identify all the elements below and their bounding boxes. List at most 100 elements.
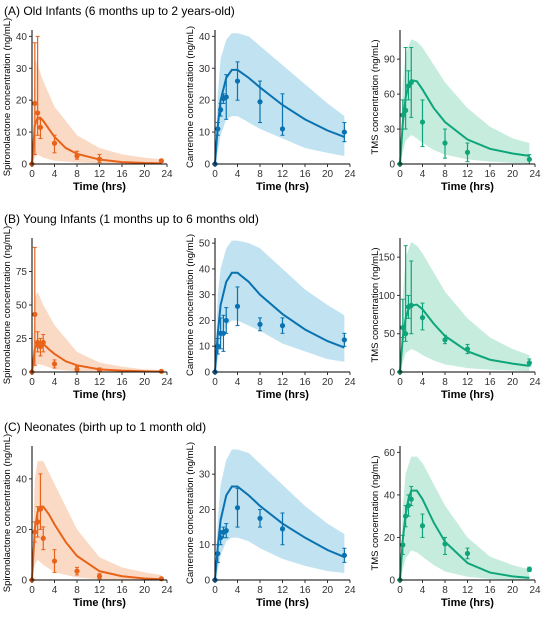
data-point bbox=[234, 303, 241, 309]
y-tick-label: 10 bbox=[16, 128, 28, 139]
x-axis-title: Time (hrs) bbox=[256, 597, 309, 609]
x-tick-label: 8 bbox=[257, 377, 263, 388]
x-tick-label: 16 bbox=[299, 169, 311, 180]
data-point bbox=[223, 317, 229, 324]
x-tick-label: 0 bbox=[397, 585, 403, 596]
data-point bbox=[37, 343, 44, 350]
data-point bbox=[257, 321, 263, 327]
y-tick-label: 0 bbox=[389, 368, 395, 379]
data-point bbox=[51, 140, 58, 146]
y-tick-label: 10 bbox=[199, 342, 211, 353]
x-axis-title: Time (hrs) bbox=[73, 181, 126, 193]
data-point bbox=[51, 558, 58, 564]
data-point bbox=[223, 94, 229, 100]
panel-4: 0 4 8 12 16 20 24 0 10 20 30 40 50 Time (hrs) Canrenon… bbox=[185, 234, 356, 401]
x-tick-label: 20 bbox=[507, 377, 519, 388]
x-tick-label: 20 bbox=[507, 169, 519, 180]
panel-3: 0 4 8 12 16 20 24 0 25 50 75 Time (hrs) Spironolacto… bbox=[2, 226, 173, 401]
data-point bbox=[442, 140, 448, 146]
x-tick-label: 12 bbox=[94, 377, 106, 388]
data-point bbox=[158, 158, 164, 164]
y-tick-label: 40 bbox=[384, 490, 396, 501]
x-tick-label: 4 bbox=[235, 585, 241, 596]
y-tick-label: 20 bbox=[16, 96, 28, 107]
data-point bbox=[257, 99, 263, 105]
x-tick-label: 24 bbox=[529, 585, 541, 596]
data-point bbox=[419, 523, 426, 529]
x-axis-title: Time (hrs) bbox=[441, 597, 494, 609]
x-tick-label: 16 bbox=[299, 585, 311, 596]
x-tick-label: 0 bbox=[212, 169, 218, 180]
y-axis-title: Spironolactone concentration (ng/mL) bbox=[2, 18, 13, 176]
x-tick-label: 0 bbox=[212, 377, 218, 388]
x-tick-label: 0 bbox=[29, 169, 35, 180]
y-axis-title: Spironolactone concentration (ng/mL) bbox=[2, 226, 13, 384]
data-point bbox=[32, 100, 38, 106]
data-point bbox=[51, 361, 58, 367]
y-axis-title: TMS concentration (ng/mL) bbox=[370, 247, 381, 362]
data-point bbox=[400, 542, 406, 548]
data-point bbox=[526, 156, 532, 162]
y-tick-label: 40 bbox=[16, 474, 28, 485]
y-tick-label: 25 bbox=[16, 334, 28, 345]
y-tick-label: 60 bbox=[384, 90, 396, 101]
y-tick-label: 40 bbox=[199, 264, 211, 275]
data-point bbox=[341, 129, 347, 135]
prediction-band bbox=[32, 291, 162, 372]
prediction-band bbox=[32, 461, 162, 580]
x-tick-label: 8 bbox=[257, 169, 263, 180]
data-point bbox=[218, 107, 224, 113]
model-line bbox=[214, 485, 345, 581]
data-point bbox=[442, 541, 448, 547]
y-tick-label: 40 bbox=[199, 32, 211, 43]
data-point bbox=[403, 107, 409, 113]
prediction-band bbox=[215, 240, 345, 372]
y-tick-label: 30 bbox=[199, 64, 211, 75]
x-axis-title: Time (hrs) bbox=[441, 181, 494, 193]
y-axis-title: Canrenone concentration (ng/mL) bbox=[185, 442, 196, 584]
panel-2: 0 4 8 12 16 20 24 0 30 60 90 Time (hrs) TMS concentr… bbox=[370, 30, 541, 193]
y-tick-label: 20 bbox=[16, 525, 28, 536]
x-tick-label: 12 bbox=[277, 585, 289, 596]
data-point bbox=[403, 331, 409, 337]
prediction-band bbox=[400, 241, 530, 372]
x-tick-label: 8 bbox=[442, 377, 448, 388]
y-tick-label: 20 bbox=[199, 505, 211, 516]
data-point bbox=[37, 506, 44, 512]
x-tick-label: 8 bbox=[442, 585, 448, 596]
panel-8: 0 4 8 12 16 20 24 0 20 40 60 Time (hrs) TMS concentr… bbox=[370, 446, 541, 609]
data-point bbox=[96, 573, 103, 579]
data-point bbox=[403, 513, 409, 519]
data-point bbox=[32, 311, 38, 317]
x-tick-label: 20 bbox=[507, 585, 519, 596]
data-point bbox=[408, 302, 414, 308]
y-tick-label: 100 bbox=[378, 291, 395, 302]
y-axis-title: TMS concentration (ng/mL) bbox=[370, 39, 381, 154]
x-tick-label: 16 bbox=[484, 585, 496, 596]
x-axis-title: Time (hrs) bbox=[256, 389, 309, 401]
y-tick-label: 10 bbox=[199, 540, 211, 551]
x-tick-label: 12 bbox=[462, 585, 474, 596]
data-point bbox=[234, 78, 241, 84]
data-point bbox=[37, 124, 44, 130]
data-point bbox=[74, 366, 80, 372]
y-tick-label: 20 bbox=[199, 316, 211, 327]
y-tick-label: 0 bbox=[21, 160, 27, 171]
x-tick-label: 24 bbox=[344, 585, 356, 596]
data-point bbox=[419, 315, 426, 321]
prediction-band bbox=[32, 58, 162, 164]
y-tick-label: 50 bbox=[384, 329, 396, 340]
x-axis-title: Time (hrs) bbox=[73, 389, 126, 401]
y-tick-label: 0 bbox=[389, 160, 395, 171]
y-axis-title: Spironolactone concentration (ng/mL) bbox=[2, 434, 13, 592]
y-tick-label: 75 bbox=[16, 267, 28, 278]
data-point bbox=[215, 343, 221, 349]
data-point bbox=[223, 528, 229, 534]
data-point bbox=[279, 526, 286, 532]
x-tick-label: 16 bbox=[484, 169, 496, 180]
data-point bbox=[234, 505, 241, 511]
data-point bbox=[74, 568, 80, 574]
data-point bbox=[341, 552, 347, 558]
data-point bbox=[32, 529, 38, 535]
data-point bbox=[215, 550, 221, 557]
